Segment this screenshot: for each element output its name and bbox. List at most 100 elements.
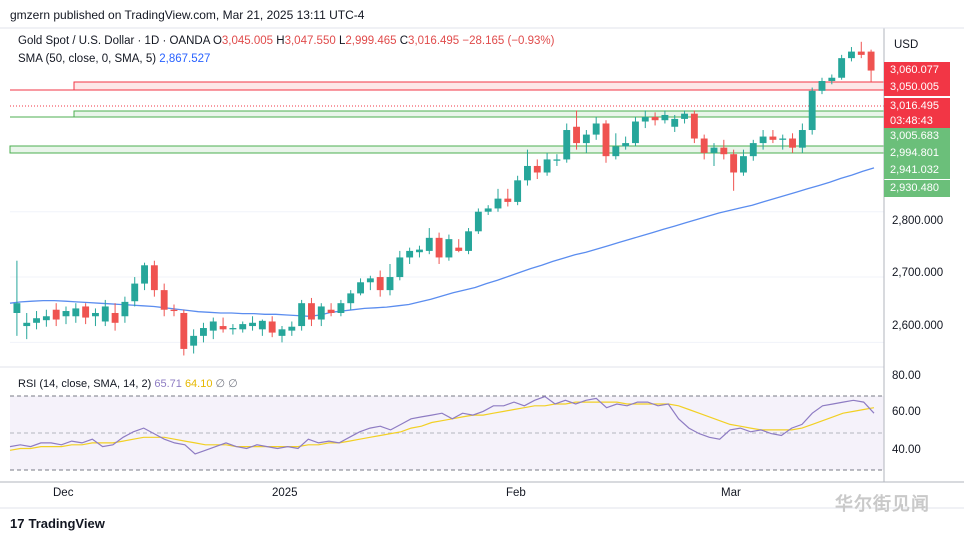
candle[interactable] <box>357 278 364 296</box>
candle[interactable] <box>730 149 738 191</box>
candle[interactable] <box>524 149 531 186</box>
candle[interactable] <box>23 312 31 340</box>
candle[interactable] <box>484 205 492 215</box>
candle[interactable] <box>622 136 630 150</box>
candle[interactable] <box>533 159 541 180</box>
candle[interactable] <box>808 87 816 135</box>
candle[interactable] <box>121 296 129 323</box>
candle[interactable] <box>239 321 247 333</box>
candle[interactable] <box>170 304 178 317</box>
rsi-legend[interactable]: RSI (14, close, SMA, 14, 2) 65.71 64.10 … <box>18 377 238 390</box>
candle[interactable] <box>455 239 463 253</box>
candle[interactable] <box>347 290 355 310</box>
candle[interactable] <box>671 114 679 132</box>
candle[interactable] <box>396 250 404 281</box>
sma-line[interactable] <box>9 167 875 317</box>
candle[interactable] <box>465 228 472 255</box>
candle[interactable] <box>13 260 21 336</box>
candle[interactable] <box>258 319 266 336</box>
candle[interactable] <box>798 123 806 153</box>
candle[interactable] <box>592 116 600 140</box>
candle[interactable] <box>92 308 99 327</box>
candle[interactable] <box>288 321 296 336</box>
candle[interactable] <box>268 316 276 338</box>
candle[interactable] <box>749 139 757 161</box>
candle[interactable] <box>543 152 551 176</box>
candle[interactable] <box>150 260 158 297</box>
candle[interactable] <box>573 110 580 150</box>
candle[interactable] <box>700 134 708 160</box>
candle[interactable] <box>42 309 50 327</box>
candle[interactable] <box>494 188 502 212</box>
candle[interactable] <box>386 263 394 296</box>
candle[interactable] <box>661 110 669 124</box>
sma-label[interactable]: SMA (50, close, 0, SMA, 5) <box>18 53 157 65</box>
candle[interactable] <box>33 311 40 330</box>
candle[interactable] <box>327 303 335 317</box>
candle[interactable] <box>720 139 728 160</box>
candle[interactable] <box>867 49 875 82</box>
candle[interactable] <box>681 110 688 124</box>
candle[interactable] <box>337 299 345 317</box>
candle[interactable] <box>278 326 286 343</box>
candle[interactable] <box>602 120 610 163</box>
candle[interactable] <box>366 275 374 291</box>
candle[interactable] <box>141 262 148 291</box>
footer-brand[interactable]: 17 TradingView <box>10 516 105 531</box>
candle[interactable] <box>632 116 639 147</box>
candle[interactable] <box>435 232 443 264</box>
candle[interactable] <box>740 149 747 176</box>
candle[interactable] <box>641 110 649 129</box>
currency-label[interactable]: USD <box>894 39 919 51</box>
candle[interactable] <box>308 297 315 327</box>
candle[interactable] <box>200 322 207 343</box>
rsi-line[interactable] <box>9 395 875 455</box>
candle[interactable] <box>848 47 855 62</box>
candle[interactable] <box>131 277 139 307</box>
candle[interactable] <box>416 245 423 258</box>
candle[interactable] <box>759 130 767 150</box>
candle[interactable] <box>229 324 237 335</box>
candle[interactable] <box>82 303 90 325</box>
candle[interactable] <box>298 299 306 331</box>
candle[interactable] <box>445 234 453 261</box>
candle[interactable] <box>249 316 256 331</box>
candle[interactable] <box>612 133 620 160</box>
candle[interactable] <box>563 123 571 163</box>
candle[interactable] <box>52 303 60 327</box>
candle[interactable] <box>209 317 217 340</box>
candle[interactable] <box>553 154 561 166</box>
symbol-name[interactable]: Gold Spot / U.S. Dollar · 1D · OANDA <box>18 35 210 47</box>
candle[interactable] <box>190 329 198 354</box>
candle[interactable] <box>651 112 659 126</box>
rsi-label[interactable]: RSI (14, close, SMA, 14, 2) <box>18 378 152 390</box>
candle[interactable] <box>857 41 865 59</box>
candle[interactable] <box>828 74 836 85</box>
candle[interactable] <box>62 306 70 325</box>
rsi-sma-line[interactable] <box>9 401 875 451</box>
candle[interactable] <box>838 54 846 80</box>
candle[interactable] <box>769 130 777 144</box>
candle[interactable] <box>425 228 433 255</box>
candle[interactable] <box>690 110 698 144</box>
candle[interactable] <box>72 303 80 323</box>
candle[interactable] <box>101 299 109 327</box>
candle[interactable] <box>514 175 522 206</box>
candle[interactable] <box>710 143 718 166</box>
candle[interactable] <box>474 208 482 234</box>
candle[interactable] <box>180 309 188 356</box>
candle[interactable] <box>779 134 787 150</box>
candle[interactable] <box>219 317 227 333</box>
candle[interactable] <box>160 283 168 317</box>
candle[interactable] <box>111 303 119 331</box>
candle[interactable] <box>317 303 325 327</box>
symbol-legend[interactable]: Gold Spot / U.S. Dollar · 1D · OANDA O3,… <box>18 35 555 47</box>
candle[interactable] <box>818 77 826 95</box>
candle[interactable] <box>406 247 414 264</box>
candle[interactable] <box>376 270 384 297</box>
candle[interactable] <box>789 133 796 153</box>
candle[interactable] <box>504 188 512 207</box>
candle[interactable] <box>582 130 590 153</box>
